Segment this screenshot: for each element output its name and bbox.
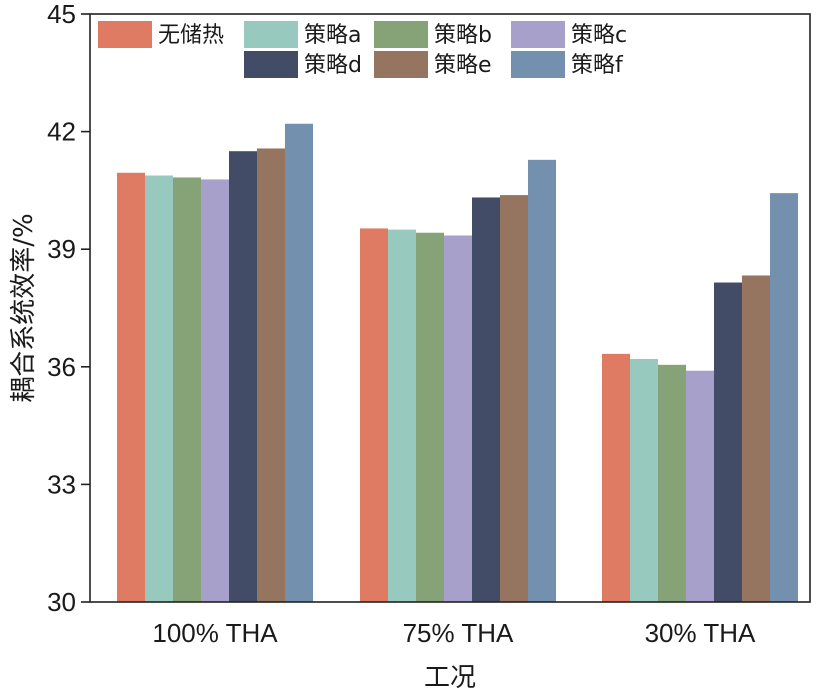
legend-swatch xyxy=(374,21,428,48)
legend-swatch xyxy=(374,51,428,78)
x-tick-label: 75% THA xyxy=(403,618,514,648)
legend-swatch xyxy=(244,51,298,78)
bars-layer xyxy=(117,123,798,603)
bar xyxy=(416,232,444,602)
y-axis-title: 耦合系统效率/% xyxy=(9,213,39,402)
bar xyxy=(285,123,313,602)
x-axis-ticks: 100% THA 75% THA 30% THA xyxy=(152,618,756,648)
bar xyxy=(528,159,556,602)
y-tick-label: 42 xyxy=(47,117,76,147)
bar xyxy=(658,364,686,602)
bar xyxy=(686,370,714,602)
y-tick-label: 30 xyxy=(47,587,76,617)
bar xyxy=(257,148,285,602)
bar xyxy=(742,275,770,602)
legend-swatch xyxy=(511,21,565,48)
legend-label: 策略d xyxy=(304,53,362,78)
x-tick-label: 100% THA xyxy=(152,618,278,648)
bar xyxy=(360,228,388,602)
bar xyxy=(444,235,472,603)
bar xyxy=(201,179,229,602)
y-tick-label: 36 xyxy=(47,352,76,382)
legend-label: 策略e xyxy=(434,53,492,78)
bar xyxy=(500,195,528,602)
bar xyxy=(117,172,145,602)
y-tick-label: 33 xyxy=(47,469,76,499)
plot-frame xyxy=(89,13,811,603)
bar xyxy=(770,193,798,603)
bar xyxy=(472,197,500,602)
y-tick-label: 45 xyxy=(47,0,76,29)
legend-label: 无储热 xyxy=(158,23,224,48)
legend-swatch xyxy=(98,21,152,48)
bar xyxy=(145,175,173,602)
legend-swatch xyxy=(244,21,298,48)
bar xyxy=(173,177,201,603)
bar xyxy=(714,282,742,602)
legend: 无储热 策略a 策略b 策略c 策略d 策略e 策略f xyxy=(98,21,627,78)
legend-label: 策略b xyxy=(434,23,492,48)
bar xyxy=(630,358,658,602)
bar xyxy=(602,353,630,602)
legend-swatch xyxy=(511,51,565,78)
bar xyxy=(229,151,257,602)
legend-label: 策略c xyxy=(571,23,627,48)
y-tick-label: 39 xyxy=(47,234,76,264)
bar xyxy=(388,229,416,602)
legend-label: 策略f xyxy=(571,53,624,78)
x-tick-label: 30% THA xyxy=(645,618,756,648)
legend-label: 策略a xyxy=(304,23,361,48)
y-axis-ticks: 30 33 36 39 42 45 xyxy=(47,0,90,617)
x-axis-title: 工况 xyxy=(424,663,476,692)
